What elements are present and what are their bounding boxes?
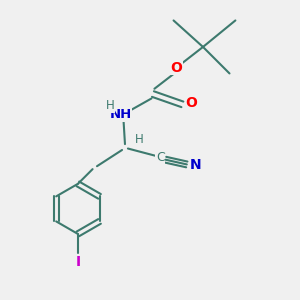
Text: C: C xyxy=(156,151,165,164)
Text: O: O xyxy=(185,96,197,110)
Text: O: O xyxy=(171,61,182,75)
Text: NH: NH xyxy=(110,108,132,121)
Text: H: H xyxy=(135,133,144,146)
Text: N: N xyxy=(190,158,202,172)
Text: H: H xyxy=(106,99,115,112)
Text: I: I xyxy=(75,255,80,269)
